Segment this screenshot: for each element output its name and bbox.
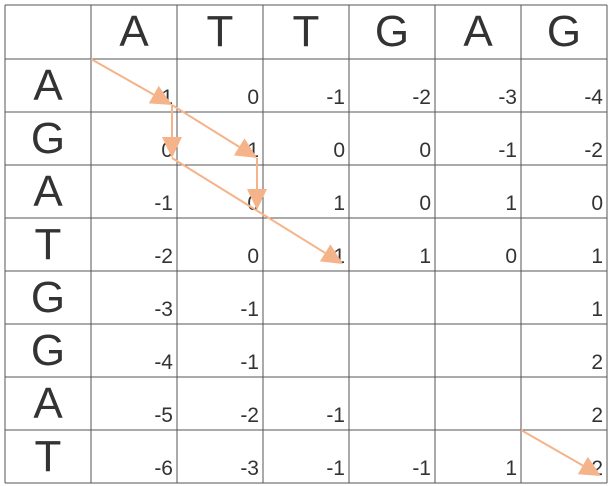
score-cell: 1 bbox=[591, 245, 603, 268]
score-cell: 1 bbox=[505, 192, 517, 215]
score-cell: 1 bbox=[591, 298, 603, 321]
score-cell: 0 bbox=[333, 139, 345, 162]
corner-cell bbox=[5, 5, 91, 59]
score-cell bbox=[435, 271, 521, 324]
score-cell: 0 bbox=[247, 245, 259, 268]
left-seq-letter: G bbox=[30, 325, 66, 375]
score-cell: -1 bbox=[412, 457, 431, 480]
score-cell: 0 bbox=[247, 86, 259, 109]
score-cell: 1 bbox=[247, 139, 259, 162]
score-cell bbox=[263, 271, 349, 324]
score-cell: 0 bbox=[161, 139, 173, 162]
score-cell: -4 bbox=[584, 86, 603, 109]
score-cell: 1 bbox=[161, 86, 173, 109]
left-seq-letter: A bbox=[33, 166, 63, 216]
score-cell bbox=[263, 324, 349, 377]
top-seq-letter: G bbox=[546, 7, 582, 56]
top-seq-letter: A bbox=[463, 7, 493, 56]
score-cell: -3 bbox=[240, 457, 259, 480]
score-cell: -1 bbox=[326, 86, 345, 109]
left-seq-letter: T bbox=[34, 219, 62, 269]
score-cell: 1 bbox=[505, 457, 517, 480]
left-seq-letter: A bbox=[33, 60, 63, 110]
score-cell: 2 bbox=[591, 404, 603, 427]
score-cell: -1 bbox=[240, 351, 259, 374]
score-cell: 0 bbox=[419, 139, 431, 162]
score-cell: 0 bbox=[247, 192, 259, 215]
score-cell: -2 bbox=[240, 404, 259, 427]
score-cell: -3 bbox=[154, 298, 173, 321]
score-cell: 2 bbox=[591, 457, 603, 480]
top-seq-letter: T bbox=[292, 7, 320, 56]
score-cell: 0 bbox=[419, 192, 431, 215]
left-seq-letter: G bbox=[30, 113, 66, 163]
top-seq-letter: A bbox=[119, 7, 149, 56]
score-cell: 1 bbox=[333, 192, 345, 215]
score-cell bbox=[349, 377, 435, 430]
score-cell: -2 bbox=[412, 86, 431, 109]
score-cell: 1 bbox=[333, 245, 345, 268]
score-cell: -2 bbox=[584, 139, 603, 162]
score-cell bbox=[435, 377, 521, 430]
score-cell: -6 bbox=[154, 457, 173, 480]
score-cell: -1 bbox=[498, 139, 517, 162]
left-seq-letter: T bbox=[34, 431, 62, 481]
left-seq-letter: G bbox=[30, 272, 66, 322]
score-cell: -1 bbox=[326, 457, 345, 480]
score-cell: -4 bbox=[154, 351, 173, 374]
score-cell: 0 bbox=[591, 192, 603, 215]
top-seq-letter: G bbox=[374, 7, 410, 56]
score-cell: 2 bbox=[591, 351, 603, 374]
score-cell: -1 bbox=[326, 404, 345, 427]
score-cell: 0 bbox=[505, 245, 517, 268]
left-seq-letter: A bbox=[33, 378, 63, 428]
top-seq-letter: T bbox=[206, 7, 234, 56]
score-cell: -1 bbox=[240, 298, 259, 321]
score-cell: -5 bbox=[154, 404, 173, 427]
score-cell bbox=[349, 271, 435, 324]
score-cell: -3 bbox=[498, 86, 517, 109]
score-cell: -1 bbox=[154, 192, 173, 215]
score-cell bbox=[435, 324, 521, 377]
score-cell: 1 bbox=[419, 245, 431, 268]
score-cell bbox=[349, 324, 435, 377]
score-cell: -2 bbox=[154, 245, 173, 268]
